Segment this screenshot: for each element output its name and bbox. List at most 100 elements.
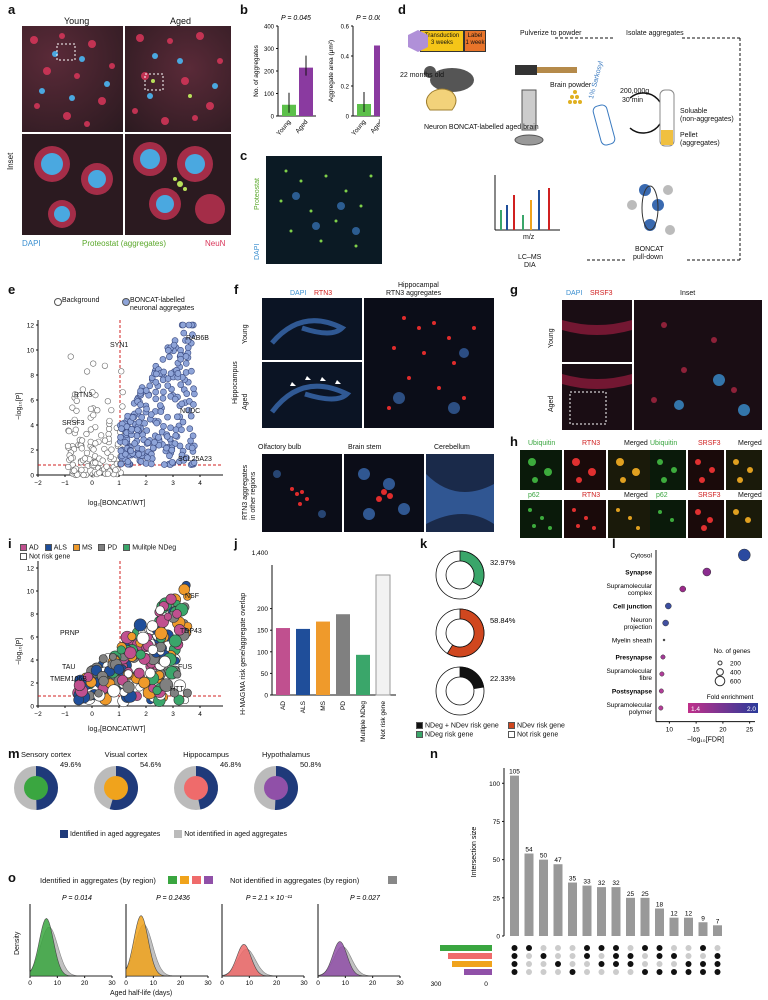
- i-legend-swatch: [123, 544, 131, 551]
- risk-gene-point: [146, 620, 159, 632]
- boncat-point: [183, 390, 191, 397]
- boncat-point: [185, 321, 193, 329]
- n-matrix-dot: [584, 969, 590, 975]
- n-matrix-dot: [555, 953, 561, 959]
- n-matrix-dot: [569, 961, 576, 967]
- h-srsf3-1: SRSF3: [698, 440, 721, 447]
- gene-rab6b: RAB6B: [186, 335, 209, 342]
- background-point: [73, 407, 80, 414]
- j-ytick-label: 1,400: [252, 550, 269, 557]
- n-matrix-dot: [685, 945, 692, 951]
- boncat-point: [167, 424, 174, 432]
- n-matrix-dot: [656, 961, 663, 967]
- background-point: [80, 471, 87, 479]
- risk-gene-point: [147, 644, 158, 655]
- boncat-point: [117, 460, 125, 468]
- h-img-9: [608, 500, 650, 538]
- j-bar: [316, 621, 330, 695]
- h-img-11: [688, 500, 724, 538]
- l-xtick-label: 25: [746, 727, 754, 734]
- h-img-10: [650, 500, 686, 538]
- background-point: [112, 466, 119, 474]
- brain-icon: [426, 88, 457, 111]
- n-matrix-dot: [671, 969, 677, 975]
- m-donut: [94, 766, 138, 810]
- j-category-label: Multiple NDeg: [360, 701, 367, 742]
- boncat-point: [151, 439, 158, 446]
- boncat-point: [164, 382, 172, 389]
- e-ylabel: −log₁₀[P]: [16, 392, 23, 420]
- chart-l: CytosolSynapseSupramolecularcomplexCell …: [606, 548, 758, 744]
- b-ytick-label: 100: [264, 92, 275, 98]
- boncat-point: [152, 395, 160, 403]
- o-xlabel: Aged half-life (days): [110, 990, 173, 997]
- o-title-out: Not identified in aggregates (by region): [230, 876, 360, 885]
- f-aged-label: Aged: [242, 393, 249, 410]
- n-bar: [655, 908, 664, 936]
- h-p62-2: p62: [656, 492, 668, 499]
- gene-srsf3: SRSF3: [62, 420, 85, 427]
- l-size-title: No. of genes: [714, 648, 752, 655]
- f-hippo-title2: RTN3 aggregates: [386, 290, 442, 297]
- background-point: [65, 463, 72, 471]
- f-olfactory-image: [262, 454, 342, 532]
- n-matrix-dot: [700, 961, 706, 967]
- inset-young-cells: [34, 146, 113, 228]
- n-matrix-dot: [511, 953, 518, 959]
- background-points: [64, 353, 126, 479]
- boncat-point: [166, 452, 173, 460]
- pellet-sublabel: (aggregates): [680, 140, 720, 147]
- boncat-point: [118, 425, 125, 432]
- o-density-identified: [317, 941, 400, 977]
- e-xtick-label: 1: [117, 480, 121, 487]
- b-ytick-label: 400: [264, 25, 275, 31]
- h-img-1: [520, 450, 562, 490]
- background-point: [71, 416, 78, 423]
- n-bar-value: 9: [701, 915, 705, 922]
- boncat-point: [170, 341, 178, 349]
- sarkosyl-tube: [592, 104, 616, 146]
- e-xlabel: log₂[BONCAT/WT]: [88, 500, 146, 507]
- i-ytick-label: 8: [30, 612, 34, 619]
- hammer-icon: [515, 65, 537, 75]
- workflow-diagram: [408, 30, 741, 261]
- boncat-point: [190, 459, 198, 466]
- h-merged-3: Merged: [624, 492, 648, 499]
- background-point: [108, 446, 115, 453]
- boncat-point: [177, 355, 184, 363]
- risk-gene-point: [182, 688, 192, 698]
- chart-l-go-terms: CytosolSynapseSupramolecularcomplexCell …: [606, 548, 758, 744]
- h-ubiquitin-2: Ubiquitin: [650, 440, 678, 447]
- background-point: [92, 440, 99, 447]
- boncat-point: [185, 406, 192, 414]
- h-img-12: [726, 500, 762, 538]
- i-xtick-label: −1: [61, 711, 69, 718]
- h-ubiquitin-1: Ubiquitin: [528, 440, 556, 447]
- l-point: [679, 585, 687, 593]
- n-set-bar: [440, 945, 492, 951]
- boncat-point: [164, 413, 171, 421]
- n-bar: [626, 897, 635, 936]
- n-matrix-dot: [627, 953, 634, 959]
- b-ytick-label: 0.6: [341, 25, 350, 31]
- n-matrix-dot: [685, 969, 692, 975]
- boncat-point: [138, 445, 146, 453]
- f-rtn3: RTN3: [314, 290, 333, 297]
- boncat-point: [146, 382, 154, 390]
- boncat-point: [156, 402, 164, 409]
- o-xtick-label: 20: [81, 980, 89, 987]
- n-bar-value: 47: [554, 857, 562, 864]
- o-xtick-label: 0: [28, 980, 32, 987]
- h-rtn3-2: RTN3: [582, 492, 601, 499]
- m-region: Visual cortex 54.6%: [88, 750, 168, 820]
- l-point: [738, 548, 751, 562]
- chart-k-donuts: 32.97% 58.84% 22.33%: [435, 550, 516, 716]
- background-point: [87, 405, 95, 413]
- b-pvalue: P = 0.002: [356, 15, 380, 22]
- i-legend-label: ALS: [53, 544, 67, 552]
- panel-letter-m: m: [8, 746, 20, 761]
- mz-label: m/z: [523, 234, 535, 241]
- o-xtick-label: 10: [342, 980, 350, 987]
- background-point: [98, 432, 105, 439]
